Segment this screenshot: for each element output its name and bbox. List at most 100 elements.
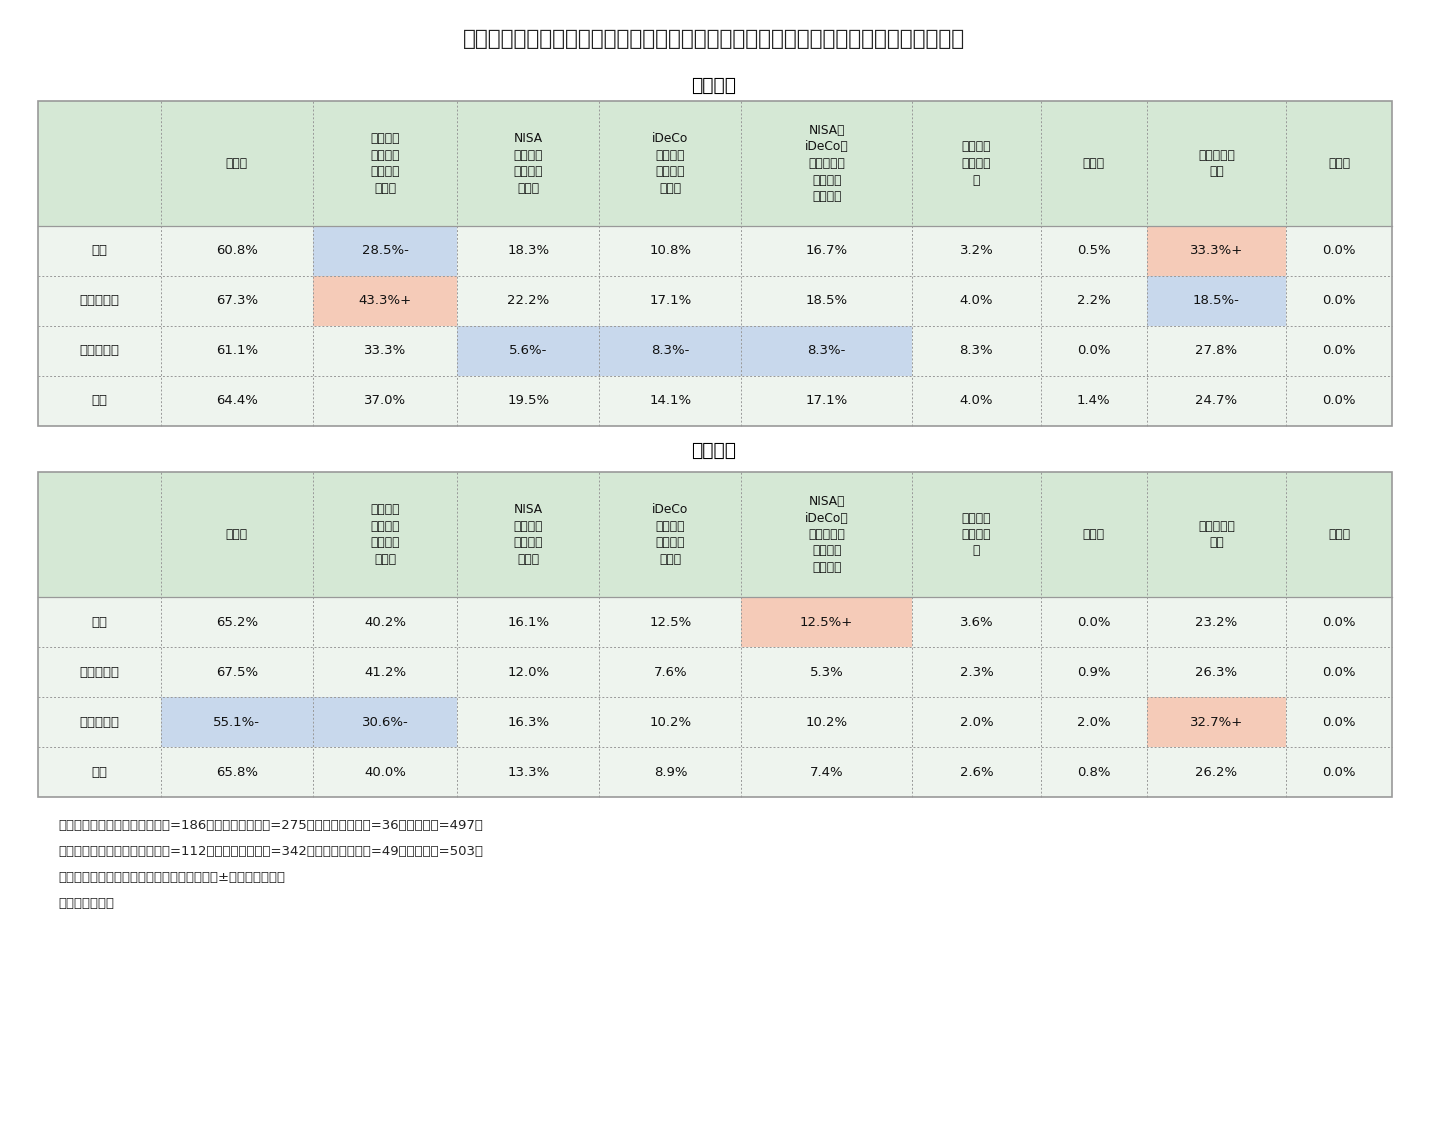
Bar xyxy=(742,697,912,747)
Text: 0.0%: 0.0% xyxy=(1077,344,1110,358)
Bar xyxy=(600,596,742,647)
Text: 全体: 全体 xyxy=(91,765,107,779)
Text: 離別・死別: 離別・死別 xyxy=(80,344,119,358)
Text: 26.3%: 26.3% xyxy=(1196,665,1238,679)
Bar xyxy=(912,226,1040,276)
Text: 0.8%: 0.8% xyxy=(1077,765,1110,779)
Bar xyxy=(39,697,160,747)
Text: 準備してい
ない: 準備してい ない xyxy=(1198,520,1235,549)
Text: 12.5%+: 12.5%+ xyxy=(800,616,853,629)
Text: 14.1%: 14.1% xyxy=(649,395,692,407)
Text: 16.3%: 16.3% xyxy=(507,716,550,728)
Bar xyxy=(160,376,313,426)
Text: 3.2%: 3.2% xyxy=(959,244,993,257)
Text: 0.0%: 0.0% xyxy=(1077,616,1110,629)
Text: 7.4%: 7.4% xyxy=(810,765,843,779)
Text: 10.2%: 10.2% xyxy=(649,716,692,728)
Text: その他: その他 xyxy=(1083,157,1105,170)
Bar xyxy=(457,276,600,326)
Bar xyxy=(1040,747,1146,797)
Text: NISA
（小型投
資非課税
制度）: NISA （小型投 資非課税 制度） xyxy=(514,132,543,195)
Text: 61.1%: 61.1% xyxy=(216,344,257,358)
Bar xyxy=(1146,276,1286,326)
Bar xyxy=(39,376,160,426)
Bar xyxy=(1286,647,1392,697)
Bar xyxy=(313,596,457,647)
Text: 0.0%: 0.0% xyxy=(1322,295,1356,307)
Bar xyxy=(600,326,742,376)
Bar xyxy=(1286,376,1392,426)
Text: 0.0%: 0.0% xyxy=(1322,665,1356,679)
Bar xyxy=(600,226,742,276)
Text: 全体: 全体 xyxy=(91,395,107,407)
Bar xyxy=(1286,226,1392,276)
Text: 不動産の
売買や賃
貸: 不動産の 売買や賃 貸 xyxy=(962,512,992,557)
Text: 2.0%: 2.0% xyxy=(1077,716,1110,728)
Text: 1.4%: 1.4% xyxy=(1077,395,1110,407)
Text: 33.3%: 33.3% xyxy=(364,344,406,358)
Text: NISA、
iDeCo以
外の株式・
債権等の
有価証券: NISA、 iDeCo以 外の株式・ 債権等の 有価証券 xyxy=(805,124,849,203)
Bar xyxy=(1286,276,1392,326)
Text: 7.6%: 7.6% xyxy=(653,665,687,679)
Text: 41.2%: 41.2% xyxy=(364,665,406,679)
Text: 23.2%: 23.2% xyxy=(1195,616,1238,629)
Bar xyxy=(742,647,912,697)
Bar xyxy=(39,596,160,647)
Text: 準備してい
ない: 準備してい ない xyxy=(1198,149,1235,178)
Text: 16.1%: 16.1% xyxy=(507,616,550,629)
Bar xyxy=(160,276,313,326)
Text: 0.0%: 0.0% xyxy=(1322,344,1356,358)
Text: 40.0%: 40.0% xyxy=(364,765,406,779)
Bar xyxy=(742,226,912,276)
Text: 17.1%: 17.1% xyxy=(806,395,847,407)
Text: 8.3%-: 8.3%- xyxy=(807,344,846,358)
Text: 不動産の
売買や賃
貸: 不動産の 売買や賃 貸 xyxy=(962,140,992,187)
Bar xyxy=(457,647,600,697)
Bar xyxy=(313,276,457,326)
Text: 26.2%: 26.2% xyxy=(1196,765,1238,779)
Bar xyxy=(912,647,1040,697)
Bar xyxy=(160,596,313,647)
Bar xyxy=(1040,647,1146,697)
Bar xyxy=(1146,226,1286,276)
Text: 67.5%: 67.5% xyxy=(216,665,257,679)
Bar xyxy=(912,697,1040,747)
Text: 0.0%: 0.0% xyxy=(1322,616,1356,629)
Text: 8.3%: 8.3% xyxy=(959,344,993,358)
Text: NISA、
iDeCo以
外の株式・
債権等の
有価証券: NISA、 iDeCo以 外の株式・ 債権等の 有価証券 xyxy=(805,496,849,574)
Text: 12.0%: 12.0% xyxy=(507,665,550,679)
Bar xyxy=(39,101,1392,226)
Bar xyxy=(160,326,313,376)
Bar xyxy=(1040,596,1146,647)
Bar xyxy=(313,226,457,276)
Bar xyxy=(1040,376,1146,426)
Text: 無回答: 無回答 xyxy=(1328,528,1350,541)
Text: 18.5%: 18.5% xyxy=(806,295,847,307)
Bar xyxy=(457,226,600,276)
Bar xyxy=(1146,376,1286,426)
Text: 図表３　性・配偶関係別にみた老後の生活資金の備えとして行っていること（中年層）: 図表３ 性・配偶関係別にみた老後の生活資金の備えとして行っていること（中年層） xyxy=(463,29,965,49)
Bar xyxy=(742,276,912,326)
Text: 未婚: 未婚 xyxy=(91,244,107,257)
Bar xyxy=(160,697,313,747)
Bar xyxy=(1146,326,1286,376)
Text: 配偶者あり: 配偶者あり xyxy=(80,295,119,307)
Text: その他: その他 xyxy=(1083,528,1105,541)
Bar xyxy=(313,326,457,376)
Text: 28.5%-: 28.5%- xyxy=(362,244,409,257)
Bar xyxy=(39,647,160,697)
Text: 43.3%+: 43.3%+ xyxy=(359,295,412,307)
Text: 60.8%: 60.8% xyxy=(216,244,257,257)
Text: 2.2%: 2.2% xyxy=(1077,295,1110,307)
Bar xyxy=(600,276,742,326)
Text: 未婚: 未婚 xyxy=(91,616,107,629)
Text: 2.3%: 2.3% xyxy=(959,665,993,679)
Text: 0.0%: 0.0% xyxy=(1322,716,1356,728)
Bar xyxy=(457,596,600,647)
Text: 67.3%: 67.3% xyxy=(216,295,257,307)
Bar xyxy=(912,376,1040,426)
Text: 8.3%-: 8.3%- xyxy=(652,344,690,358)
Bar xyxy=(1286,697,1392,747)
Bar xyxy=(1040,697,1146,747)
Bar xyxy=(313,697,457,747)
